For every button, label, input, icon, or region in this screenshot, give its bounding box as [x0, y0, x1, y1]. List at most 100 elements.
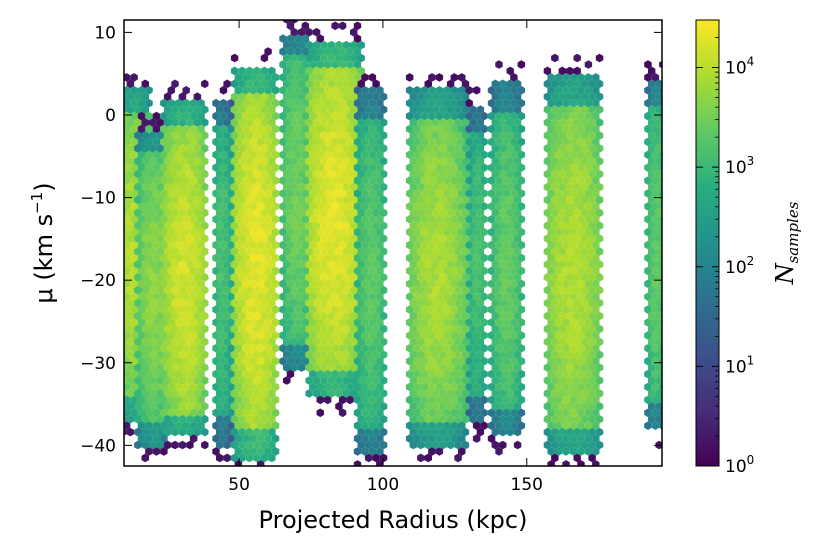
hexbin-cell — [186, 273, 194, 282]
hexbin-cell — [495, 279, 503, 289]
hexbin-cell — [193, 195, 202, 205]
hexbin-cell — [409, 298, 418, 308]
hexbin-cell — [167, 189, 175, 198]
hexbin-cell — [487, 356, 496, 366]
hexbin-cell — [413, 395, 421, 405]
hexbin-cell — [472, 163, 481, 172]
hexbin-cell — [502, 227, 511, 237]
hexbin-cell — [264, 124, 272, 134]
hexbin-cell — [432, 298, 440, 308]
hexbin-cell — [216, 156, 224, 166]
hexbin-cell — [346, 356, 354, 366]
hexbin-cell — [588, 234, 596, 243]
hexbin-cell — [152, 163, 161, 172]
hexbin-cell — [242, 421, 250, 430]
hexbin-cell — [413, 279, 421, 289]
hexbin-cell — [245, 221, 254, 230]
hexbin-cell — [443, 86, 451, 95]
hexbin-cell — [271, 408, 280, 418]
hexbin-cell — [324, 382, 332, 392]
hexbin-cell — [171, 402, 179, 411]
hexbin-cell — [309, 369, 317, 379]
hexbin-cell — [480, 227, 488, 237]
hexbin-cell — [175, 98, 183, 108]
hexbin-cell — [569, 292, 578, 301]
hexbin-cell — [353, 34, 362, 43]
hexbin-cell — [517, 202, 526, 211]
hexbin-cell — [495, 369, 503, 379]
hexbin-cell — [115, 357, 123, 366]
hexbin-cell — [580, 311, 589, 321]
hexbin-cell — [506, 105, 514, 114]
hexbin-cell — [219, 202, 228, 211]
hexbin-cell — [361, 215, 369, 224]
hexbin-cell — [361, 292, 369, 301]
hexbin-cell — [178, 131, 187, 140]
hexbin-cell — [175, 215, 183, 224]
hexbin-cell — [112, 209, 120, 218]
hexbin-cell — [156, 376, 164, 385]
hexbin-cell — [234, 292, 243, 301]
hexbin-cell — [309, 331, 317, 340]
hexbin-cell — [331, 215, 339, 224]
hexbin-cell — [335, 40, 343, 50]
hexbin-cell — [510, 150, 518, 160]
hexbin-cell — [264, 163, 272, 172]
hexbin-cell — [487, 331, 496, 340]
hexbin-cell — [227, 421, 235, 430]
hexbin-cell — [554, 408, 563, 418]
hexbin-cell — [230, 53, 239, 63]
hexbin-cell — [446, 208, 455, 218]
hexbin-cell — [324, 111, 332, 121]
hexbin-cell — [230, 414, 239, 424]
hexbin-cell — [238, 389, 246, 398]
x-axis-ticks: 50 100 150 — [228, 20, 543, 495]
hexbin-cell — [491, 402, 499, 411]
hexbin-cell — [644, 318, 652, 327]
hexbin-cell — [253, 414, 261, 424]
hexbin-cell — [376, 305, 384, 314]
hexbin-cell — [651, 215, 660, 224]
hexbin-cell — [350, 376, 358, 385]
hexbin-cell — [454, 298, 462, 308]
hexbin-cell — [197, 124, 205, 134]
hexbin-cell — [338, 47, 347, 56]
hexbin-cell — [216, 350, 224, 359]
hexbin-cell — [283, 260, 291, 269]
hexbin-cell — [178, 156, 187, 166]
hexbin-cell — [644, 408, 652, 418]
hexbin-cell — [268, 156, 276, 166]
hexbin-cell — [543, 389, 552, 398]
hexbin-cell — [644, 227, 652, 237]
hexbin-cell — [439, 363, 447, 372]
hexbin-cell — [364, 440, 373, 450]
hexbin-cell — [439, 144, 447, 153]
hexbin-cell — [327, 144, 336, 153]
hexbin-cell — [279, 318, 287, 327]
hexbin-cell — [364, 285, 373, 295]
hexbin-cell — [409, 105, 418, 114]
hexbin-cell — [353, 137, 362, 147]
hexbin-cell — [376, 266, 384, 276]
hexbin-cell — [290, 182, 298, 192]
hexbin-cell — [372, 337, 380, 347]
hexbin-cell — [160, 369, 168, 379]
hexbin-cell — [409, 234, 418, 243]
hexbin-cell — [223, 350, 231, 359]
hexbin-cell — [130, 202, 138, 211]
hexbin-cell — [338, 305, 347, 314]
hexbin-cell — [405, 421, 414, 430]
hexbin-cell — [149, 182, 157, 192]
hexbin-cell — [420, 227, 429, 237]
hexbin-cell — [469, 144, 477, 153]
hexbin-cell — [338, 176, 347, 185]
hexbin-cell — [424, 169, 432, 179]
hexbin-cell — [506, 118, 514, 127]
hexbin-cell — [193, 350, 202, 359]
hexbin-cell — [201, 285, 209, 295]
hexbin-cell — [580, 208, 589, 218]
hexbin-cell — [230, 156, 239, 166]
hexbin-cell — [249, 305, 257, 314]
hexbin-cell — [186, 402, 194, 411]
hexbin-cell — [216, 195, 224, 205]
